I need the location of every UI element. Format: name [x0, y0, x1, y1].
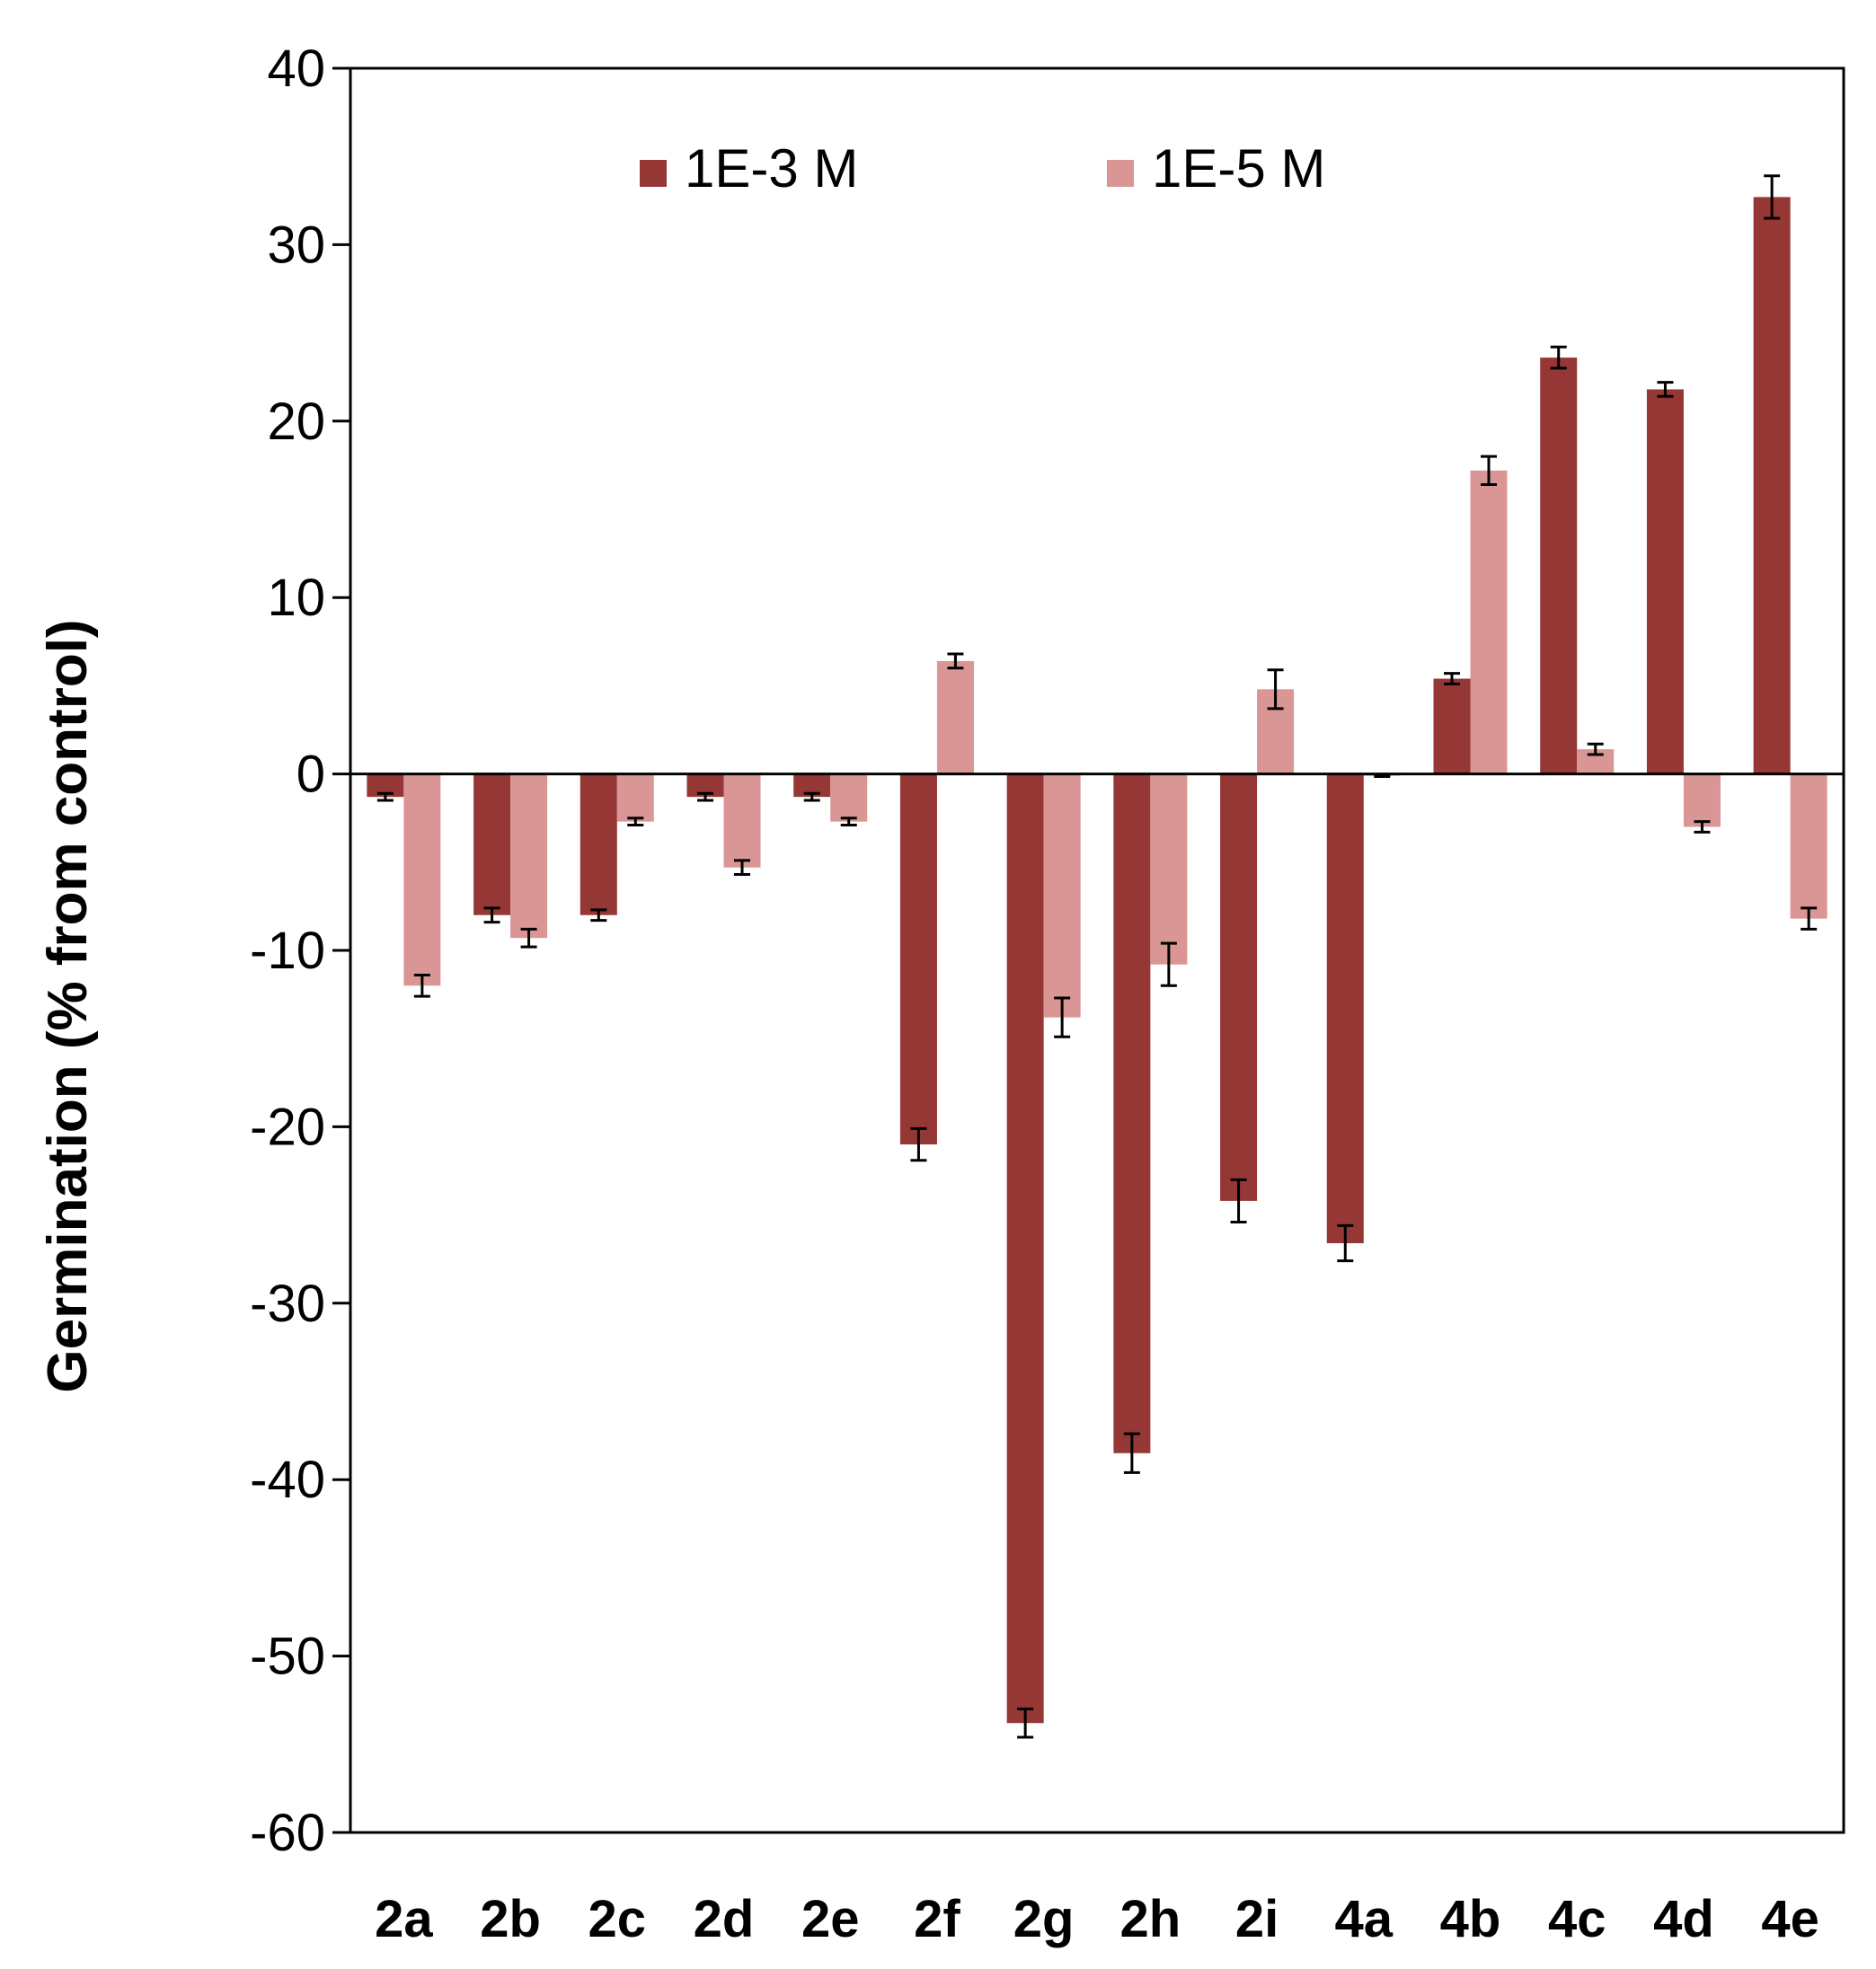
category-label-2e: 2e — [801, 1890, 860, 1948]
category-label-4d: 4d — [1653, 1890, 1714, 1948]
category-label-4a: 4a — [1335, 1890, 1394, 1948]
category-label-2h: 2h — [1120, 1890, 1181, 1948]
bar-1e-5m-2a — [403, 773, 441, 986]
legend-label-1: 1E-5 M — [1152, 138, 1325, 199]
bar-1e-5m-2b — [510, 773, 548, 939]
bar-1e-5m-4d — [1683, 773, 1721, 827]
y-axis-ticks: 40 30 20 10 0 -10 -20 -30 -40 -50 -60 — [250, 40, 350, 1862]
x-axis-category-labels: 2a 2b 2c 2d 2e 2f 2g 2h 2i 4a 4b 4c 4d 4e — [375, 1890, 1819, 1948]
legend: 1E-3 M 1E-5 M — [640, 138, 1325, 199]
bar-1e-5m-4e — [1790, 773, 1827, 919]
y-tick-label: -40 — [250, 1451, 325, 1509]
legend-swatch-1 — [1107, 160, 1134, 187]
category-label-2g: 2g — [1013, 1890, 1075, 1948]
category-label-2c: 2c — [588, 1890, 647, 1948]
error-bars — [376, 174, 1818, 1739]
category-label-4c: 4c — [1548, 1890, 1606, 1948]
bar-1e-3m-2f — [899, 773, 937, 1145]
y-axis-label: Germination (% from control) — [37, 619, 99, 1392]
bar-1e-3m-4b — [1433, 678, 1471, 774]
y-tick-label: 30 — [267, 216, 325, 274]
bar-1e-5m-2c — [616, 773, 654, 822]
category-label-2a: 2a — [375, 1890, 433, 1948]
y-tick-label: 0 — [296, 746, 325, 804]
category-label-4b: 4b — [1440, 1890, 1501, 1948]
y-tick-label: -60 — [250, 1804, 325, 1862]
category-label-2f: 2f — [914, 1890, 960, 1948]
bar-1e-5m-2h — [1150, 773, 1188, 965]
y-tick-label: 20 — [267, 393, 325, 451]
bar-1e-3m-4e — [1753, 197, 1791, 774]
y-tick-label: 10 — [267, 569, 325, 627]
bar-1e-3m-2c — [580, 773, 617, 915]
bar-1e-3m-2i — [1220, 773, 1258, 1201]
plot-area-frame — [349, 66, 1845, 1834]
category-label-4e: 4e — [1761, 1890, 1819, 1948]
bar-1e-5m-2g — [1043, 773, 1081, 1018]
y-tick-label: -50 — [250, 1628, 325, 1686]
category-label-2d: 2d — [694, 1890, 755, 1948]
category-label-2b: 2b — [480, 1890, 541, 1948]
bars — [367, 197, 1827, 1724]
bar-1e-5m-2f — [936, 660, 974, 774]
bar-1e-3m-4d — [1646, 389, 1684, 774]
bar-1e-3m-4c — [1540, 358, 1578, 774]
bar-1e-5m-4b — [1470, 470, 1508, 774]
bar-1e-3m-4a — [1326, 773, 1364, 1244]
bar-1e-3m-2b — [473, 773, 511, 915]
y-tick-label: -10 — [250, 922, 325, 980]
bar-1e-3m-2g — [1006, 773, 1044, 1724]
category-label-2i: 2i — [1235, 1890, 1279, 1948]
y-tick-label: 40 — [267, 40, 325, 98]
y-tick-label: -30 — [250, 1275, 325, 1333]
bar-1e-5m-2e — [830, 773, 868, 822]
y-tick-label: -20 — [250, 1098, 325, 1156]
bar-1e-5m-2d — [723, 773, 761, 868]
bar-1e-3m-2h — [1113, 773, 1151, 1453]
legend-swatch-0 — [640, 160, 667, 187]
legend-label-0: 1E-3 M — [685, 138, 858, 199]
